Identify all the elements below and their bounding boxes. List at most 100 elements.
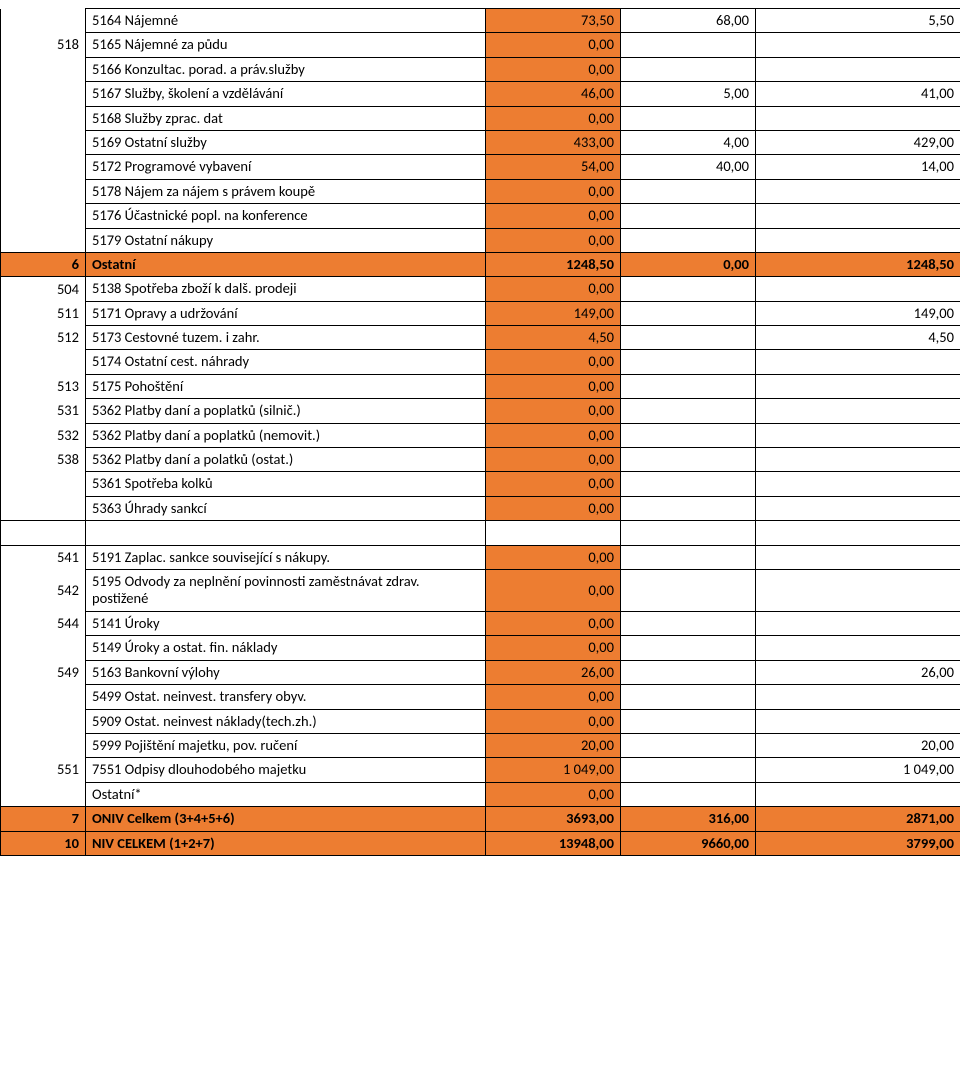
- table-row: 5185165 Nájemné za půdu0,00: [1, 33, 960, 57]
- row-value-1: 0,00: [486, 448, 621, 472]
- row-label: 5138 Spotřeba zboží k dalš. prodeji: [86, 277, 486, 301]
- row-value-3: [756, 545, 960, 569]
- row-value-1: 1248,50: [486, 252, 621, 276]
- row-code: 541: [1, 545, 86, 569]
- row-value-3: [756, 448, 960, 472]
- row-value-2: [621, 399, 756, 423]
- row-label: 5179 Ostatní nákupy: [86, 228, 486, 252]
- row-value-3: [756, 423, 960, 447]
- row-code: [1, 179, 86, 203]
- row-value-2: [621, 228, 756, 252]
- row-value-3: 3799,00: [756, 831, 960, 855]
- row-code: [1, 155, 86, 179]
- row-code: 538: [1, 448, 86, 472]
- table-row: [1, 521, 960, 545]
- row-value-3: [756, 179, 960, 203]
- row-code: [1, 685, 86, 709]
- row-label: NIV CELKEM (1+2+7): [86, 831, 486, 855]
- row-label: 7551 Odpisy dlouhodobého majetku: [86, 758, 486, 782]
- table-row: 5495163 Bankovní výlohy26,0026,00: [1, 660, 960, 684]
- row-code: 544: [1, 611, 86, 635]
- row-label: 5362 Platby daní a poplatků (silnič.): [86, 399, 486, 423]
- table-row: 5315362 Platby daní a poplatků (silnič.)…: [1, 399, 960, 423]
- row-value-3: 1248,50: [756, 252, 960, 276]
- table-row: 6Ostatní1248,500,001248,50: [1, 252, 960, 276]
- row-value-2: 9660,00: [621, 831, 756, 855]
- row-value-3: 26,00: [756, 660, 960, 684]
- row-code: 513: [1, 374, 86, 398]
- row-value-1: 0,00: [486, 399, 621, 423]
- row-value-2: 4,00: [621, 130, 756, 154]
- row-label: 5165 Nájemné za půdu: [86, 33, 486, 57]
- row-value-3: [756, 106, 960, 130]
- row-label: 5362 Platby daní a polatků (ostat.): [86, 448, 486, 472]
- row-value-2: [621, 758, 756, 782]
- row-value-1: 54,00: [486, 155, 621, 179]
- row-code: 504: [1, 277, 86, 301]
- row-code: [1, 350, 86, 374]
- row-value-3: [756, 228, 960, 252]
- row-value-1: 0,00: [486, 709, 621, 733]
- row-value-2: [621, 301, 756, 325]
- table-row: 5179 Ostatní nákupy0,00: [1, 228, 960, 252]
- row-value-1: 149,00: [486, 301, 621, 325]
- row-value-1: 0,00: [486, 423, 621, 447]
- table-row: 5172 Programové vybavení54,0040,0014,00: [1, 155, 960, 179]
- row-label: 5168 Služby zprac. dat: [86, 106, 486, 130]
- table-row: 5909 Ostat. neinvest náklady(tech.zh.)0,…: [1, 709, 960, 733]
- row-value-2: [621, 448, 756, 472]
- table-row: 5415191 Zaplac. sankce související s nák…: [1, 545, 960, 569]
- row-value-3: [756, 611, 960, 635]
- row-code: 532: [1, 423, 86, 447]
- table-row: 5045138 Spotřeba zboží k dalš. prodeji0,…: [1, 277, 960, 301]
- row-label: 5174 Ostatní cest. náhrady: [86, 350, 486, 374]
- row-code: [1, 9, 86, 33]
- row-value-3: [756, 33, 960, 57]
- row-value-3: 5,50: [756, 9, 960, 33]
- row-value-1: 0,00: [486, 472, 621, 496]
- row-code: [1, 82, 86, 106]
- row-label: 5172 Programové vybavení: [86, 155, 486, 179]
- row-code: 551: [1, 758, 86, 782]
- table-row: 5167 Služby, školení a vzdělávání46,005,…: [1, 82, 960, 106]
- row-code: 7: [1, 807, 86, 831]
- row-value-3: 2871,00: [756, 807, 960, 831]
- row-code: 6: [1, 252, 86, 276]
- row-code: [1, 496, 86, 520]
- row-value-3: [756, 350, 960, 374]
- row-value-2: 0,00: [621, 252, 756, 276]
- row-value-3: [756, 496, 960, 520]
- row-code: 512: [1, 326, 86, 350]
- table-row: 5445141 Úroky0,00: [1, 611, 960, 635]
- row-value-1: 0,00: [486, 350, 621, 374]
- table-row: 7ONIV Celkem (3+4+5+6)3693,00316,002871,…: [1, 807, 960, 831]
- row-value-1: 1 049,00: [486, 758, 621, 782]
- row-value-2: [621, 709, 756, 733]
- row-value-3: 1 049,00: [756, 758, 960, 782]
- row-value-3: [756, 709, 960, 733]
- row-code: 518: [1, 33, 86, 57]
- row-value-3: [756, 399, 960, 423]
- table-row: 5176 Účastnické popl. na konference0,00: [1, 204, 960, 228]
- row-value-1: 0,00: [486, 782, 621, 806]
- row-value-3: [756, 782, 960, 806]
- row-label: 5167 Služby, školení a vzdělávání: [86, 82, 486, 106]
- row-value-3: [756, 277, 960, 301]
- row-value-3: 20,00: [756, 733, 960, 757]
- row-value-1: 3693,00: [486, 807, 621, 831]
- row-value-2: [621, 733, 756, 757]
- row-value-2: [621, 611, 756, 635]
- row-value-2: 5,00: [621, 82, 756, 106]
- row-value-2: [621, 350, 756, 374]
- row-code: [1, 57, 86, 81]
- row-label: 5164 Nájemné: [86, 9, 486, 33]
- row-code: [1, 636, 86, 660]
- row-label: 5499 Ostat. neinvest. transfery obyv.: [86, 685, 486, 709]
- row-value-2: [621, 33, 756, 57]
- row-value-1: 73,50: [486, 9, 621, 33]
- row-label: 5149 Úroky a ostat. fin. náklady: [86, 636, 486, 660]
- row-value-2: [621, 204, 756, 228]
- row-code: 549: [1, 660, 86, 684]
- row-value-2: [621, 660, 756, 684]
- table-row: 5169 Ostatní služby433,004,00429,00: [1, 130, 960, 154]
